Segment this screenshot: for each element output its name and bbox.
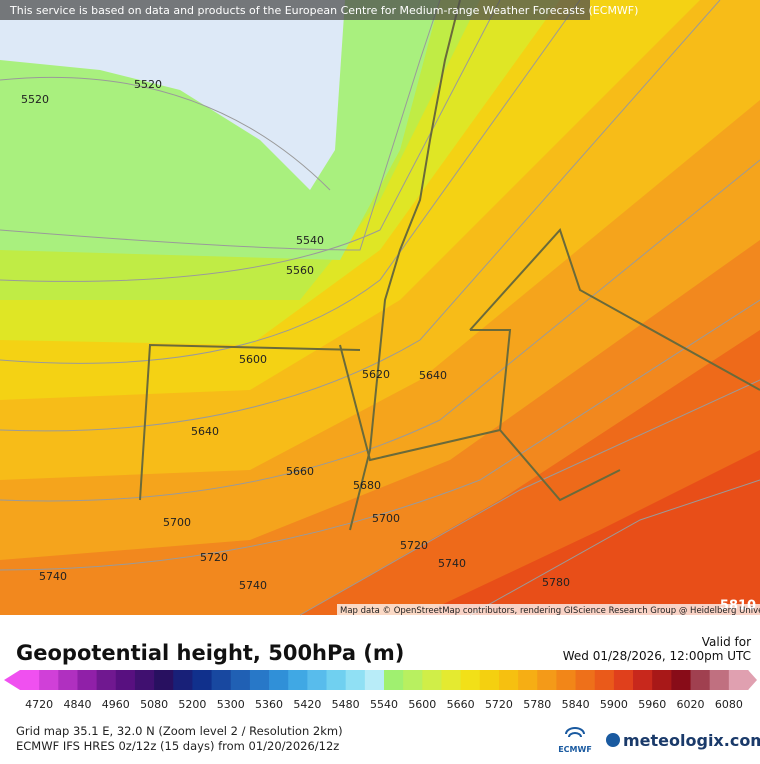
map: This service is based on data and produc… <box>0 0 760 616</box>
colorbar-cell <box>575 670 596 690</box>
valid-time: Wed 01/28/2026, 12:00pm UTC <box>563 649 751 663</box>
borders <box>139 0 760 531</box>
colorbar-cell <box>671 670 692 690</box>
notice-bar <box>0 0 590 20</box>
contours <box>0 0 760 616</box>
contour-label: 5640 <box>419 369 447 382</box>
colorbar-cell <box>728 670 749 690</box>
colorbar-arrow <box>4 670 20 690</box>
contour-label: 5740 <box>239 579 267 592</box>
colorbar-label: 6020 <box>677 698 705 711</box>
contour-label: 5600 <box>239 353 267 366</box>
colorbar-label: 5200 <box>178 698 206 711</box>
contour-label: 5520 <box>134 78 162 91</box>
colorbar-cell <box>498 670 519 690</box>
sea <box>0 0 345 190</box>
colorbar-cell <box>326 670 347 690</box>
colorbar-cell <box>518 670 538 690</box>
colorbar-cell <box>269 670 289 690</box>
colorbar-label: 5660 <box>447 698 475 711</box>
model-info: ECMWF IFS HRES 0z/12z (15 days) from 01/… <box>16 739 339 753</box>
colorbar-cell <box>230 670 251 690</box>
colorbar-label: 5600 <box>408 698 436 711</box>
colorbar-cell <box>403 670 423 690</box>
colorbar-cell <box>249 670 270 690</box>
colorbar-cell <box>709 670 730 690</box>
colorbar-cell <box>594 670 615 690</box>
brand: meteologix.com <box>623 731 760 750</box>
colorbar-cell <box>441 670 462 690</box>
colorbar-cell <box>288 670 308 690</box>
colorbar-label: 4720 <box>25 698 53 711</box>
contour-label: 5680 <box>353 479 381 492</box>
colorbar-cell <box>345 670 366 690</box>
contour-label: 5640 <box>191 425 219 438</box>
grid-info: Grid map 35.1 E, 32.0 N (Zoom level 2 / … <box>16 724 343 738</box>
colorbar-label: 5480 <box>332 698 360 711</box>
colorbar-label: 5420 <box>293 698 321 711</box>
colorbar-cell <box>479 670 500 690</box>
colorbar-label: 5360 <box>255 698 283 711</box>
colorbar-cell <box>613 670 634 690</box>
legend-panel: Geopotential height, 500hPa (m) Valid fo… <box>4 635 760 754</box>
colorbar-arrow <box>748 670 757 690</box>
notice: This service is based on data and produc… <box>9 4 638 17</box>
colorbar-label: 5540 <box>370 698 398 711</box>
colorbar-cell <box>58 670 78 690</box>
colorbar-label: 5900 <box>600 698 628 711</box>
colorbar-cell <box>422 670 442 690</box>
attribution-bg <box>337 604 760 615</box>
colorbar-cell <box>307 670 328 690</box>
contour-label: 5720 <box>400 539 428 552</box>
valid-label: Valid for <box>702 635 751 649</box>
colorbar-label: 5840 <box>562 698 590 711</box>
legend-title: Geopotential height, 500hPa (m) <box>16 641 404 665</box>
contour-label: 5700 <box>372 512 400 525</box>
colorbar-cell <box>39 670 59 690</box>
colorbar-label: 4840 <box>63 698 91 711</box>
colorbar-cell <box>633 670 653 690</box>
contour-label: 5740 <box>438 557 466 570</box>
colorbar-label: 5300 <box>217 698 245 711</box>
colorbar-label: 4960 <box>102 698 130 711</box>
contour-label: 5720 <box>200 551 228 564</box>
colorbar-cell <box>77 670 98 690</box>
colorbar-cell <box>556 670 577 690</box>
contour-label: 5560 <box>286 264 314 277</box>
contour-label: 5620 <box>362 368 390 381</box>
colorbar-label: 5720 <box>485 698 513 711</box>
colorbar-label: 5960 <box>638 698 666 711</box>
colorbar: 4720 4840 4960 5080 5200 5300 5360 5420 5480 5540… <box>4 670 757 711</box>
contour-label: 5740 <box>39 570 67 583</box>
colorbar-cell <box>211 670 232 690</box>
colorbar-cell <box>115 670 136 690</box>
contour-label: 5780 <box>542 576 570 589</box>
brand-logo <box>606 733 620 747</box>
colorbar-cell <box>364 670 385 690</box>
contour-label: 5520 <box>21 93 49 106</box>
colorbar-cell <box>384 670 404 690</box>
colorbar-cell <box>96 670 117 690</box>
colorbar-cell <box>652 670 672 690</box>
contour-label: 5700 <box>163 516 191 529</box>
colorbar-cell <box>154 670 174 690</box>
colorbar-cell <box>134 670 155 690</box>
colorbar-cell <box>460 670 481 690</box>
attribution: Map data © OpenStreetMap contributors, r… <box>340 606 760 616</box>
contour-label: 5540 <box>296 234 324 247</box>
colorbar-cell <box>20 670 40 690</box>
ecmwf-logo <box>565 727 585 738</box>
colorbar-cell <box>537 670 557 690</box>
colorbar-label: 5780 <box>523 698 551 711</box>
colorbar-cell <box>192 670 213 690</box>
ecmwf-label: ECMWF <box>558 745 592 754</box>
colorbar-label: 5080 <box>140 698 168 711</box>
colorbar-label: 6080 <box>715 698 743 711</box>
colorbar-cell <box>173 670 193 690</box>
contour-label: 5660 <box>286 465 314 478</box>
colorbar-cell <box>690 670 711 690</box>
